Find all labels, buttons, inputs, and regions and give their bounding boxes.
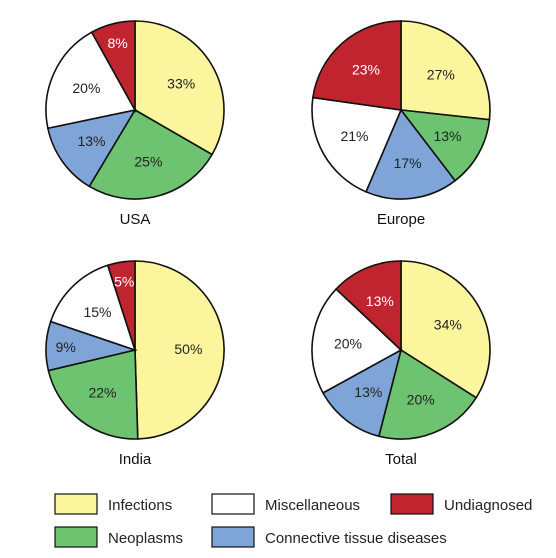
pie-slice-total-miscellaneous (311, 287, 403, 394)
data-label-usa-miscellaneous: 20% (72, 80, 100, 96)
pie-slice-europe-connective-tissue-diseases (364, 108, 457, 200)
pie-slice-usa-undiagnosed (90, 20, 136, 114)
data-label-total-undiagnosed: 13% (366, 293, 394, 309)
legend-label-neoplasms: Neoplasms (108, 530, 183, 547)
pie-title-europe: Europe (377, 211, 425, 228)
pie-slice-usa-infections (134, 20, 225, 156)
legend-swatch-connective-tissue-diseases (211, 526, 255, 548)
pie-slice-europe-neoplasms (399, 109, 491, 182)
legend-swatch-miscellaneous (211, 493, 255, 515)
legend-label-infections: Infections (108, 497, 172, 514)
pie-title-india: India (119, 451, 152, 468)
data-label-usa-neoplasms: 25% (134, 154, 162, 170)
data-label-usa-infections: 33% (167, 75, 195, 91)
data-label-india-infections: 50% (174, 341, 202, 357)
pie-charts-group: 33% 25% 13% 20% 8% USA 27% 13% 17% 21% 23% Europe 50… (45, 20, 491, 468)
legend: Infections Miscellaneous Undiagnosed Neo… (54, 493, 532, 548)
data-label-india-connective-tissue-diseases: 9% (56, 339, 76, 355)
pie-slice-india-undiagnosed (106, 260, 136, 351)
data-label-india-undiagnosed: 5% (114, 273, 134, 289)
legend-swatch-undiagnosed (390, 493, 434, 515)
legend-swatch-neoplasms (54, 526, 98, 548)
pie-usa: 33% 25% 13% 20% 8% USA (45, 20, 225, 228)
pie-slice-europe-miscellaneous (311, 96, 403, 193)
data-label-total-miscellaneous: 20% (334, 335, 362, 351)
pie-slice-total-neoplasms (377, 348, 478, 440)
legend-label-connective-tissue-diseases: Connective tissue diseases (265, 530, 447, 547)
pie-slice-india-infections (134, 260, 225, 440)
legend-swatch-infections (54, 493, 98, 515)
pie-europe: 27% 13% 17% 21% 23% Europe (311, 20, 491, 228)
pie-slice-europe-undiagnosed (311, 20, 402, 111)
pie-slice-usa-connective-tissue-diseases (46, 108, 137, 188)
pie-slice-total-undiagnosed (334, 260, 402, 352)
data-label-total-infections: 34% (434, 316, 462, 332)
pie-slice-india-neoplasms (47, 348, 139, 440)
data-label-india-miscellaneous: 15% (83, 304, 111, 320)
data-label-india-neoplasms: 22% (88, 384, 116, 400)
pie-slice-usa-neoplasms (88, 108, 214, 200)
pie-india: 50% 22% 9% 15%5% India (45, 260, 225, 468)
data-label-europe-miscellaneous: 21% (340, 128, 368, 144)
data-label-usa-connective-tissue-diseases: 13% (77, 133, 105, 149)
data-label-europe-infections: 27% (427, 66, 455, 82)
data-label-europe-undiagnosed: 23% (352, 62, 380, 78)
pie-total: 34% 20% 13% 20% 13% Total (311, 260, 491, 468)
pie-slice-total-connective-tissue-diseases (321, 348, 403, 438)
pie-slice-usa-miscellaneous (45, 31, 137, 130)
pie-slice-europe-infections (400, 20, 491, 121)
data-label-europe-connective-tissue-diseases: 17% (394, 155, 422, 171)
data-label-europe-neoplasms: 13% (433, 128, 461, 144)
data-label-usa-undiagnosed: 8% (107, 35, 127, 51)
data-label-total-connective-tissue-diseases: 13% (354, 384, 382, 400)
data-label-total-neoplasms: 20% (407, 392, 435, 408)
pie-title-total: Total (385, 451, 417, 468)
legend-label-undiagnosed: Undiagnosed (444, 497, 532, 514)
legend-label-miscellaneous: Miscellaneous (265, 497, 360, 514)
pie-title-usa: USA (120, 211, 151, 228)
